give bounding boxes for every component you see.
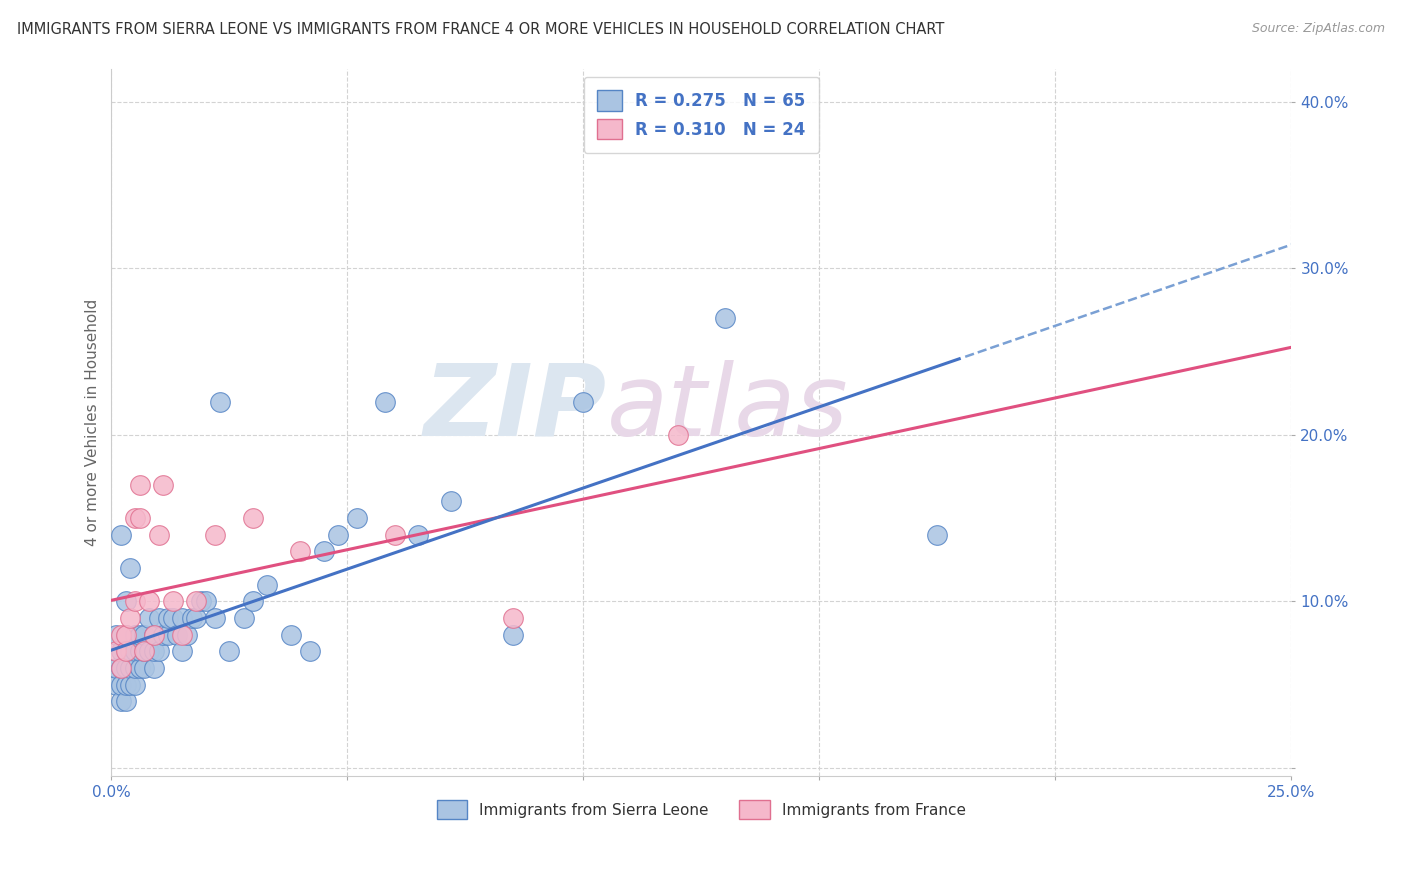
Point (242, 511, 264, 525)
Point (142, 627, 165, 641)
Point (384, 527, 406, 541)
Point (124, 627, 146, 641)
Point (124, 677, 146, 691)
Point (105, 661, 128, 675)
Point (148, 527, 170, 541)
Point (204, 527, 226, 541)
Point (128, 644, 150, 658)
Point (152, 627, 174, 641)
Point (114, 627, 136, 641)
Point (280, 627, 302, 641)
Point (110, 677, 132, 691)
Point (232, 611, 254, 625)
Text: Source: ZipAtlas.com: Source: ZipAtlas.com (1251, 22, 1385, 36)
Point (256, 577, 278, 591)
Legend: Immigrants from Sierra Leone, Immigrants from France: Immigrants from Sierra Leone, Immigrants… (430, 794, 973, 825)
Point (110, 627, 132, 641)
Point (242, 594, 264, 608)
Point (134, 644, 156, 658)
Point (172, 611, 194, 625)
Point (186, 611, 208, 625)
Point (138, 611, 160, 625)
Point (114, 644, 136, 658)
Point (208, 394, 231, 409)
Point (142, 661, 165, 675)
Point (110, 661, 132, 675)
Point (290, 544, 312, 558)
Point (927, 527, 949, 541)
Point (162, 594, 184, 608)
Point (666, 427, 689, 442)
Point (180, 611, 202, 625)
Point (186, 594, 208, 608)
Point (134, 661, 156, 675)
Point (157, 627, 180, 641)
Point (124, 594, 146, 608)
Point (110, 644, 132, 658)
Point (406, 527, 429, 541)
Point (105, 644, 128, 658)
Point (105, 627, 128, 641)
Point (162, 611, 184, 625)
Y-axis label: 4 or more Vehicles in Household: 4 or more Vehicles in Household (86, 299, 100, 546)
Point (114, 644, 136, 658)
Point (128, 661, 150, 675)
Point (124, 661, 146, 675)
Point (110, 661, 132, 675)
Point (148, 611, 170, 625)
Point (440, 494, 463, 508)
Point (157, 611, 180, 625)
Point (218, 644, 240, 658)
Point (166, 627, 188, 641)
Point (128, 477, 150, 491)
Point (134, 627, 156, 641)
Point (114, 694, 136, 708)
Point (128, 511, 150, 525)
Point (110, 527, 132, 541)
Point (152, 477, 174, 491)
Point (172, 627, 194, 641)
Point (326, 527, 349, 541)
Point (124, 511, 146, 525)
Point (138, 594, 160, 608)
Point (346, 511, 368, 525)
Point (120, 677, 142, 691)
Point (120, 661, 142, 675)
Point (120, 561, 142, 575)
Point (114, 677, 136, 691)
Point (714, 311, 737, 326)
Point (190, 594, 212, 608)
Text: atlas: atlas (607, 359, 849, 457)
Point (148, 644, 170, 658)
Text: ZIP: ZIP (425, 359, 607, 457)
Point (502, 627, 524, 641)
Point (176, 627, 198, 641)
Point (128, 627, 150, 641)
Point (138, 644, 160, 658)
Point (105, 677, 128, 691)
Point (502, 611, 524, 625)
Point (114, 594, 136, 608)
Point (120, 644, 142, 658)
Point (120, 611, 142, 625)
Point (134, 644, 156, 658)
Text: IMMIGRANTS FROM SIERRA LEONE VS IMMIGRANTS FROM FRANCE 4 OR MORE VEHICLES IN HOU: IMMIGRANTS FROM SIERRA LEONE VS IMMIGRAN… (17, 22, 945, 37)
Point (204, 611, 226, 625)
Point (110, 694, 132, 708)
Point (374, 394, 396, 409)
Point (312, 544, 335, 558)
Point (114, 661, 136, 675)
Point (142, 627, 165, 641)
Point (572, 394, 595, 409)
Point (194, 594, 217, 608)
Point (124, 644, 146, 658)
Point (114, 627, 136, 641)
Point (172, 644, 194, 658)
Point (142, 644, 165, 658)
Point (298, 644, 321, 658)
